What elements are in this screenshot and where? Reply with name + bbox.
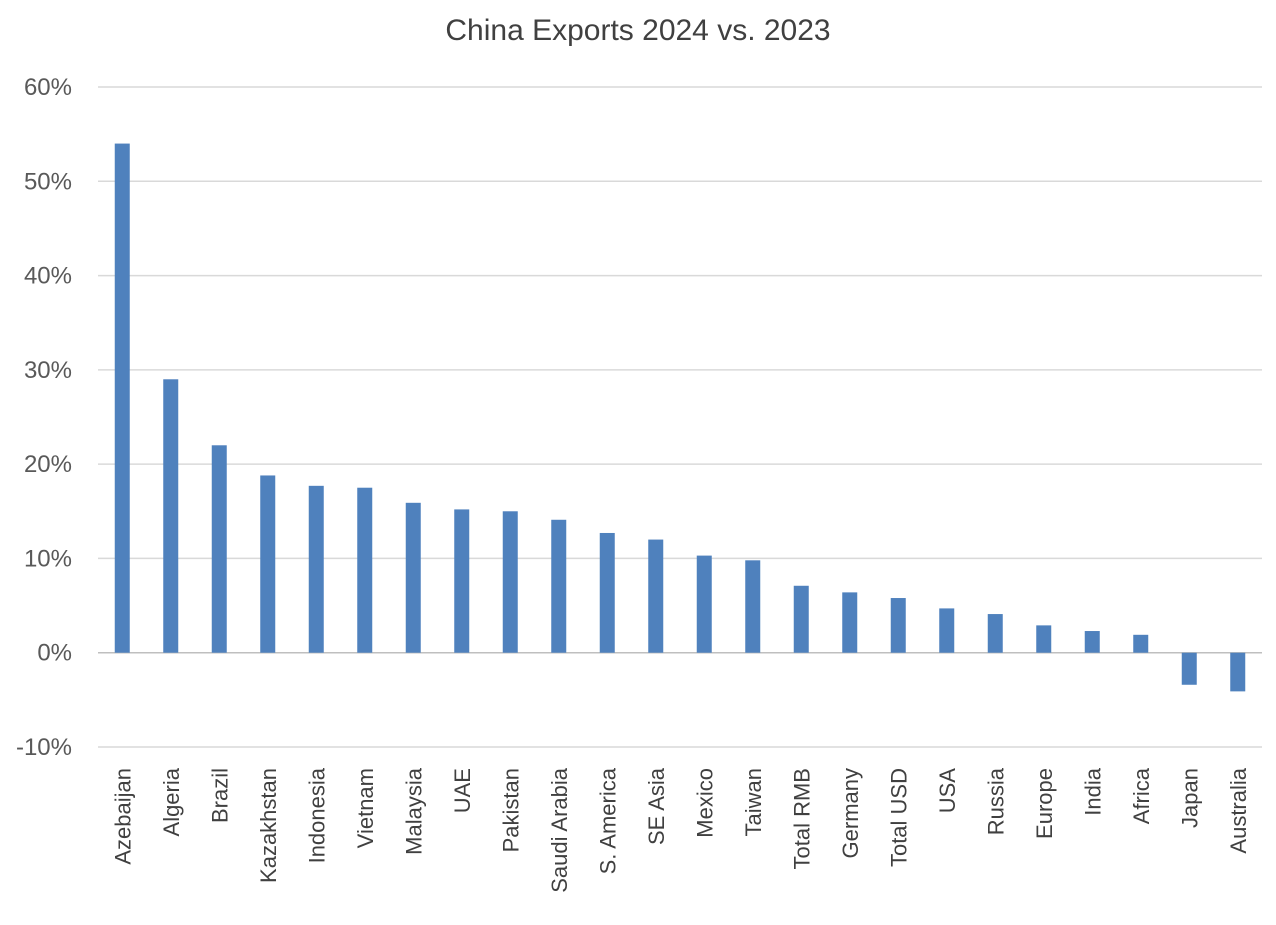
y-tick-label: 20%: [24, 451, 72, 478]
x-tick-label: Saudi Arabia: [547, 767, 572, 893]
y-tick-label: 50%: [24, 168, 72, 195]
x-tick-label: UAE: [450, 768, 475, 813]
x-tick-label: Russia: [983, 767, 1008, 835]
y-tick-label: -10%: [16, 734, 72, 761]
bar: [745, 560, 761, 653]
x-tick-label: Mexico: [692, 768, 717, 838]
x-tick-label: Germany: [838, 768, 863, 858]
bar: [599, 532, 615, 653]
x-tick-label: S. America: [595, 767, 620, 874]
bar: [260, 475, 276, 653]
bar: [1230, 652, 1246, 692]
bar: [502, 511, 518, 653]
x-tick-label: Japan: [1177, 768, 1202, 828]
x-tick-label: Total USD: [886, 768, 911, 867]
bar: [939, 608, 955, 653]
x-tick-label: Indonesia: [304, 767, 329, 863]
bar: [890, 598, 906, 653]
bar: [842, 592, 858, 653]
x-tick-label: Total RMB: [789, 768, 814, 869]
bar: [211, 445, 227, 653]
x-tick-label: Pakistan: [498, 768, 523, 852]
bar: [454, 509, 470, 653]
bar: [357, 487, 373, 653]
bar: [1036, 625, 1052, 653]
bar: [114, 143, 130, 653]
y-tick-label: 0%: [37, 640, 72, 667]
x-tick-label: Brazil: [207, 768, 232, 823]
y-tick-label: 30%: [24, 357, 72, 384]
x-tick-label: Azebaijan: [110, 768, 135, 865]
x-tick-label: SE Asia: [644, 767, 669, 845]
bar: [793, 585, 809, 653]
x-tick-label: Kazakhstan: [256, 768, 281, 883]
y-tick-label: 10%: [24, 545, 72, 572]
x-tick-label: Algeria: [159, 767, 184, 836]
x-tick-label: USA: [935, 768, 960, 814]
bar: [308, 485, 324, 653]
y-tick-label: 60%: [24, 74, 72, 101]
x-tick-label: Vietnam: [353, 768, 378, 848]
x-tick-label: Malaysia: [401, 767, 426, 855]
bar: [987, 614, 1003, 653]
bar: [163, 379, 179, 653]
x-tick-label: India: [1080, 767, 1105, 815]
bar: [1133, 634, 1149, 653]
x-tick-label: Africa: [1129, 767, 1154, 824]
x-tick-label: Taiwan: [741, 768, 766, 836]
bar: [696, 555, 712, 653]
y-tick-label: 40%: [24, 263, 72, 290]
bar: [551, 519, 567, 653]
bar: [405, 502, 421, 653]
chart-title: China Exports 2024 vs. 2023: [445, 14, 831, 47]
bar: [1181, 652, 1197, 685]
x-tick-label: Europe: [1032, 768, 1057, 839]
bar: [1084, 631, 1100, 653]
bar: [648, 539, 664, 653]
x-tick-label: Australia: [1226, 767, 1251, 853]
